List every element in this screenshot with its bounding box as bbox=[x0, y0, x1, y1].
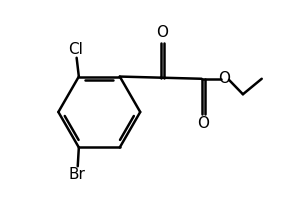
Text: Cl: Cl bbox=[68, 42, 83, 57]
Text: O: O bbox=[218, 71, 230, 86]
Text: O: O bbox=[197, 116, 209, 131]
Text: Br: Br bbox=[68, 167, 85, 182]
Text: O: O bbox=[157, 25, 169, 40]
